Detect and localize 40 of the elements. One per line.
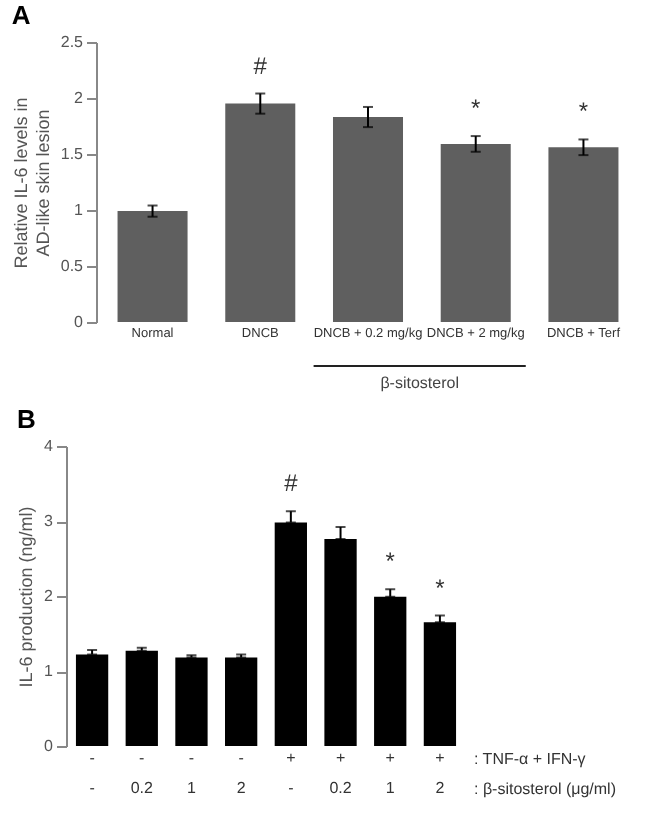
y-tick-label: 2	[44, 587, 55, 605]
x-tick-label: + 1	[385, 749, 396, 797]
y-axis-title: Relative IL-6 levels in AD-like skin lesion	[10, 97, 53, 269]
y-tick-label: 1	[44, 662, 55, 680]
annotation: *	[578, 97, 589, 126]
annotation: #	[253, 51, 268, 80]
x-tick-label: - 0.2	[130, 749, 154, 797]
x-tick-label: - 1	[187, 749, 198, 797]
chart-title: A	[11, 0, 32, 30]
y-tick-label: 0.5	[60, 257, 85, 275]
bar	[175, 657, 208, 746]
y-tick-label: 2	[74, 89, 85, 107]
bar	[117, 211, 188, 322]
y-axis-title: IL-6 production (ng/ml)	[16, 506, 37, 688]
bar	[332, 117, 404, 322]
y-tick-label: 2.5	[60, 33, 85, 51]
annotation: #	[284, 469, 299, 498]
text: : β-sitosterol (μg/ml)	[474, 780, 617, 798]
y-tick-label: 3	[44, 512, 55, 530]
y-tick-label: 0	[44, 737, 55, 755]
x-tick-label: + -	[286, 749, 297, 797]
x-tick-label: + 2	[435, 749, 446, 797]
y-tick-label: 1.5	[60, 145, 85, 163]
annotation: *	[385, 547, 396, 576]
bar	[225, 103, 296, 322]
bar	[423, 622, 457, 746]
y-tick-label: 1	[74, 201, 85, 219]
x-tick-label: - -	[89, 749, 96, 797]
bar	[374, 596, 407, 746]
annotation: *	[471, 94, 482, 123]
bar	[440, 143, 511, 322]
bar	[548, 147, 619, 322]
y-tick-label: 4	[44, 437, 55, 455]
annotation: *	[435, 573, 446, 602]
y-tick-label: 0	[74, 313, 85, 331]
x-tick-label: + 0.2	[329, 749, 353, 797]
chart-title: B	[17, 404, 36, 434]
text: β-sitosterol	[380, 374, 460, 392]
text: : TNF-α + IFN-γ	[474, 750, 586, 768]
x-tick-label: - 2	[236, 749, 247, 797]
